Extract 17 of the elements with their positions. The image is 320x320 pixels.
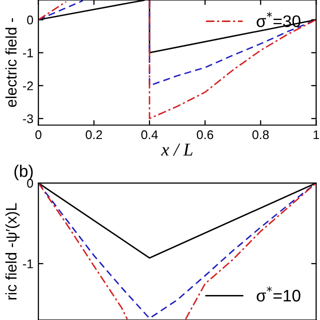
x-tick-label: 0.2 [86, 130, 102, 140]
y-axis-title: ric field -ψ′(x)L [5, 203, 20, 300]
x-tick-label: 0.6 [196, 130, 214, 140]
x-tick-label: 0.4 [141, 130, 158, 140]
y-tick-label: 0 [27, 178, 34, 188]
y-tick-label: -1 [22, 260, 33, 268]
y-tick-label: 0 [27, 16, 34, 24]
y-tick-label: -1 [22, 48, 33, 58]
legend-label: σ$^{*}$=10 [256, 286, 300, 302]
x-tick-label: 0 [35, 130, 42, 140]
y-tick-label: -3 [22, 114, 33, 124]
y-axis-title: electric field - [5, 18, 17, 107]
y-tick-label: -2 [22, 81, 33, 90]
x-axis-title: x / L [161, 144, 192, 156]
x-tick-label: 0.8 [252, 130, 269, 140]
x-tick-label: 1 [314, 130, 320, 140]
text: (b) [14, 164, 33, 180]
